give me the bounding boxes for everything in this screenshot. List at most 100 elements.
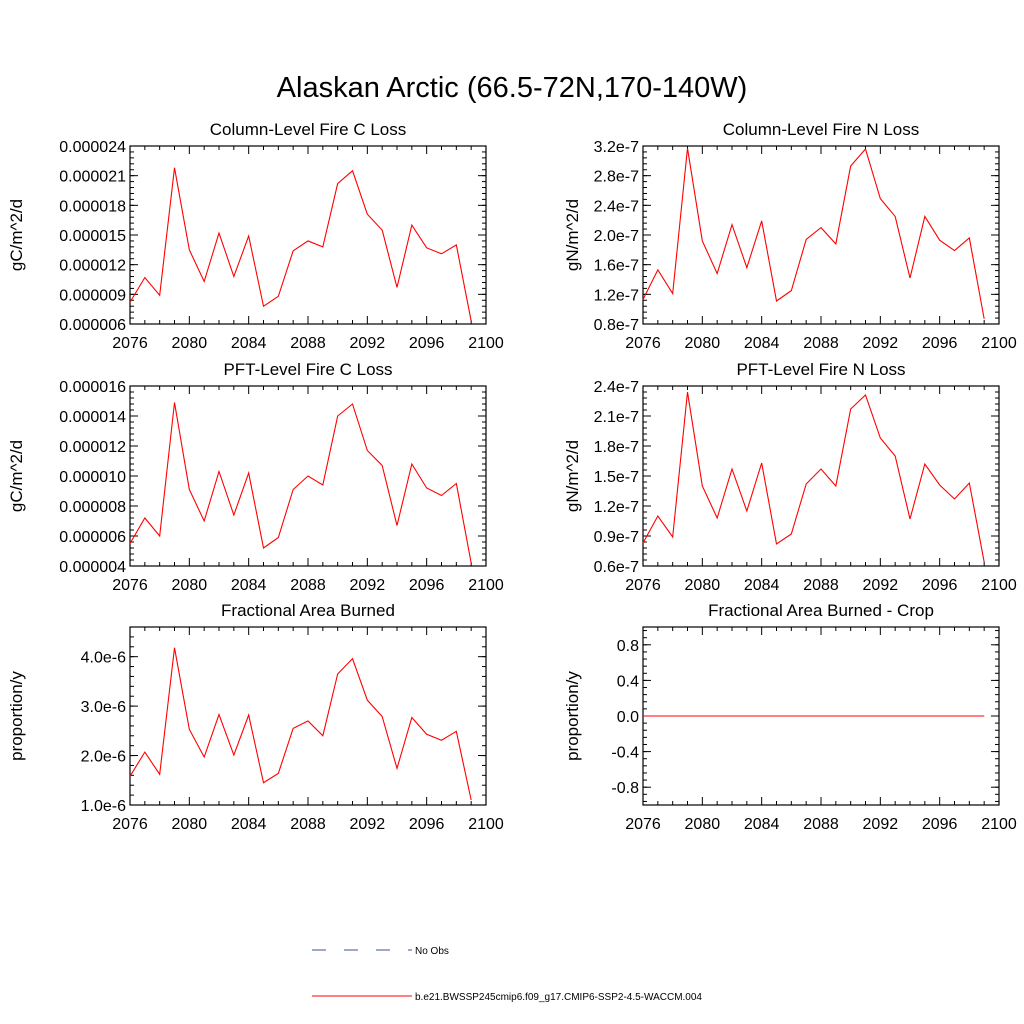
y-tick-label: 0.8e-7 xyxy=(594,317,639,334)
series-line xyxy=(129,167,472,322)
x-tick-label: 2092 xyxy=(863,577,899,594)
x-tick-label: 2096 xyxy=(409,816,445,833)
panel-4: 0.6e-7 0.9e-7 1.2e-7 1.5e-7 1.8e-7 2.1e-7 2.4e… xyxy=(563,360,1017,594)
y-tick-label: 2.0e-7 xyxy=(594,228,639,245)
x-tick-label: 2096 xyxy=(409,335,445,352)
x-tick-label: 2076 xyxy=(625,577,661,594)
plot-frame xyxy=(642,145,1000,325)
panel-5: 1.0e-6 2.0e-6 3.0e-6 4.0e-6 2076 2080 2084 2088… xyxy=(7,601,504,833)
x-tick-label: 2080 xyxy=(172,816,208,833)
x-tick-label: 2100 xyxy=(981,335,1017,352)
x-tick-label: 2076 xyxy=(112,335,148,352)
y-tick-label: 3.2e-7 xyxy=(594,139,639,156)
y-tick-label: 1.2e-7 xyxy=(594,287,639,304)
x-tick-label: 2084 xyxy=(744,335,780,352)
x-tick-label: 2084 xyxy=(231,335,267,352)
series-line xyxy=(642,147,985,319)
y-tick-label: 0.000006 xyxy=(59,317,126,334)
x-tick-label: 2092 xyxy=(863,816,899,833)
y-tick-label: 0.000012 xyxy=(59,439,126,456)
series-line xyxy=(129,402,472,564)
x-tick-label: 2084 xyxy=(231,816,267,833)
x-tick-label: 2092 xyxy=(350,577,386,594)
x-tick-label: 2092 xyxy=(350,816,386,833)
panel-6: -0.8 -0.4 0.0 0.4 0.8 2076 2080 2084 2088 2092 209… xyxy=(563,601,1017,833)
x-tick-label: 2080 xyxy=(172,577,208,594)
x-tick-label: 2100 xyxy=(468,577,504,594)
x-tick-label: 2084 xyxy=(744,577,780,594)
y-tick-label: 1.2e-7 xyxy=(594,499,639,516)
y-tick-label: 0.000018 xyxy=(59,198,126,215)
panel-title: PFT-Level Fire N Loss xyxy=(736,360,905,379)
series-line xyxy=(129,647,472,801)
y-axis-label: proportion/y xyxy=(7,671,26,761)
x-tick-label: 2088 xyxy=(290,577,326,594)
y-tick-label: 0.000006 xyxy=(59,529,126,546)
y-tick-label: 0.000012 xyxy=(59,258,126,275)
y-axis-label: gC/m^2/d xyxy=(7,199,26,271)
x-tick-label: 2088 xyxy=(803,816,839,833)
y-tick-label: 2.0e-6 xyxy=(81,749,126,766)
panel-1: 0.000006 0.000009 0.000012 0.000015 0.000018… xyxy=(7,120,504,352)
panel-title: Fractional Area Burned - Crop xyxy=(708,601,934,620)
y-axis-label: proportion/y xyxy=(563,671,582,761)
y-tick-label: -0.4 xyxy=(611,745,639,762)
y-tick-label: 4.0e-6 xyxy=(81,650,126,667)
y-tick-label: 1.0e-6 xyxy=(81,798,126,815)
legend-label-obs: No Obs xyxy=(415,946,449,957)
y-tick-label: -0.8 xyxy=(611,780,639,797)
x-tick-label: 2080 xyxy=(172,335,208,352)
x-tick-label: 2076 xyxy=(112,816,148,833)
y-tick-label: 0.6e-7 xyxy=(594,559,639,576)
panel-3: 0.000004 0.000006 0.000008 0.000010 0.000012… xyxy=(7,360,504,594)
x-tick-label: 2096 xyxy=(409,577,445,594)
x-tick-label: 2096 xyxy=(922,816,958,833)
x-tick-label: 2100 xyxy=(468,335,504,352)
x-tick-label: 2100 xyxy=(981,577,1017,594)
x-tick-label: 2084 xyxy=(231,577,267,594)
x-tick-label: 2080 xyxy=(685,577,721,594)
x-tick-label: 2100 xyxy=(468,816,504,833)
panel-title: Column-Level Fire C Loss xyxy=(210,120,407,139)
y-tick-label: 0.000014 xyxy=(59,409,126,426)
x-tick-label: 2096 xyxy=(922,577,958,594)
plot-frame xyxy=(129,626,487,806)
y-tick-label: 0.000021 xyxy=(59,169,126,186)
y-tick-label: 2.1e-7 xyxy=(594,409,639,426)
panel-2: 0.8e-7 1.2e-7 1.6e-7 2.0e-7 2.4e-7 2.8e-7 3.2e… xyxy=(563,120,1017,352)
y-tick-label: 0.000008 xyxy=(59,499,126,516)
plot-frame xyxy=(129,145,487,325)
y-tick-label: 2.8e-7 xyxy=(594,169,639,186)
y-tick-label: 0.000024 xyxy=(59,139,126,156)
x-tick-label: 2100 xyxy=(981,816,1017,833)
panel-title: PFT-Level Fire C Loss xyxy=(223,360,392,379)
y-tick-label: 0.000016 xyxy=(59,379,126,396)
y-tick-label: 0.4 xyxy=(617,673,639,690)
y-axis-label: gC/m^2/d xyxy=(7,440,26,512)
y-tick-label: 1.5e-7 xyxy=(594,469,639,486)
y-axis-label: gN/m^2/d xyxy=(563,199,582,271)
legend-label-model: b.e21.BWSSP245cmip6.f09_g17.CMIP6-SSP2-4… xyxy=(415,992,702,1003)
y-tick-label: 0.000010 xyxy=(59,469,126,486)
y-tick-label: 0.9e-7 xyxy=(594,529,639,546)
x-tick-label: 2076 xyxy=(625,335,661,352)
y-tick-label: 1.6e-7 xyxy=(594,258,639,275)
x-tick-label: 2088 xyxy=(803,335,839,352)
x-tick-label: 2084 xyxy=(744,816,780,833)
y-tick-label: 0.8 xyxy=(617,638,639,655)
legend: No Obs b.e21.BWSSP245cmip6.f09_g17.CMIP6-… xyxy=(312,946,702,1003)
x-tick-label: 2096 xyxy=(922,335,958,352)
x-tick-label: 2080 xyxy=(685,335,721,352)
panel-title: Column-Level Fire N Loss xyxy=(723,120,920,139)
y-tick-label: 0.000015 xyxy=(59,228,126,245)
figure-title: Alaskan Arctic (66.5-72N,170-140W) xyxy=(276,72,748,104)
x-tick-label: 2092 xyxy=(350,335,386,352)
series-line xyxy=(642,391,985,563)
plot-frame xyxy=(642,385,1000,567)
x-tick-label: 2088 xyxy=(803,577,839,594)
x-tick-label: 2092 xyxy=(863,335,899,352)
x-tick-label: 2088 xyxy=(290,335,326,352)
y-tick-label: 3.0e-6 xyxy=(81,699,126,716)
x-tick-label: 2080 xyxy=(685,816,721,833)
